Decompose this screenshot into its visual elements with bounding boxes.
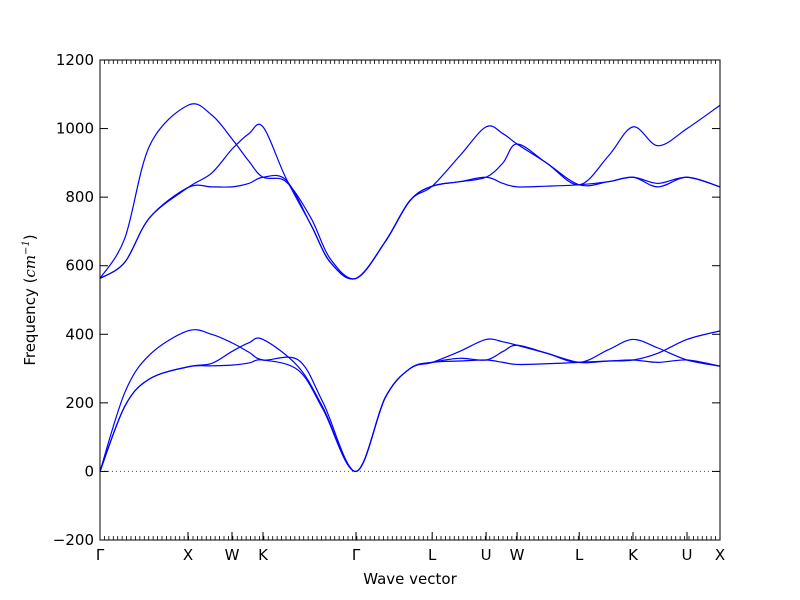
x-tick-label: L [575, 546, 584, 564]
y-axis-unit-base: cm [21, 255, 39, 278]
x-tick-label: Γ [352, 546, 361, 564]
plot-frame [99, 59, 721, 541]
y-axis-label-close: ) [21, 234, 39, 240]
y-tick-label: −200 [53, 531, 94, 549]
x-tick-label: W [225, 546, 240, 564]
y-tick-label: 0 [84, 462, 94, 480]
y-axis-label: Frequency (cm−1) [21, 234, 39, 365]
x-tick-label: X [715, 546, 725, 564]
y-tick-label: 800 [65, 188, 94, 206]
x-tick-label: X [183, 546, 193, 564]
y-tick-label: 200 [65, 394, 94, 412]
y-tick-label: 1200 [56, 51, 94, 69]
y-tick-label: 1000 [56, 120, 94, 138]
dispersion-branch-6 [99, 103, 721, 280]
x-tick-label: Γ [96, 546, 105, 564]
y-tick-label: 400 [65, 325, 94, 343]
y-tick-label: 600 [65, 257, 94, 275]
x-tick-label: L [428, 546, 437, 564]
dispersion-branch-3 [99, 329, 721, 473]
x-tick-label: U [682, 546, 693, 564]
series-layer [99, 103, 721, 473]
x-tick-label: K [258, 546, 269, 564]
x-tick-label: W [510, 546, 525, 564]
x-tick-label: K [628, 546, 639, 564]
y-axis-unit-exp: −1 [21, 240, 32, 255]
x-axis-label: Wave vector [363, 570, 457, 588]
x-tick-label: U [481, 546, 492, 564]
y-axis-label-text: Frequency ( [21, 278, 39, 366]
